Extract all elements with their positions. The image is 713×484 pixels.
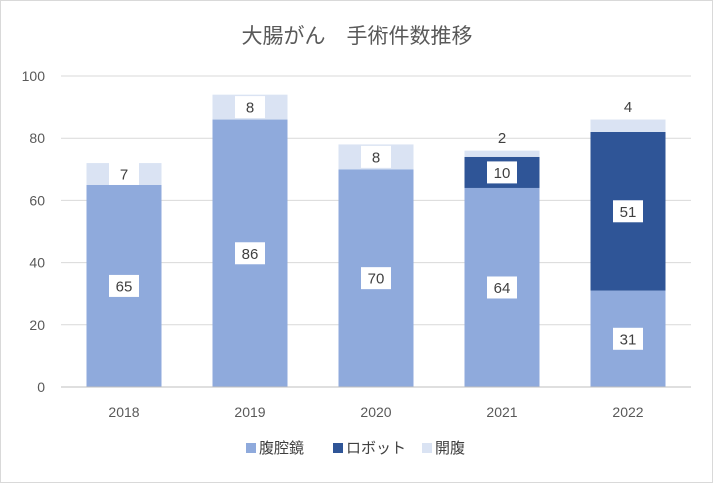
data-label: 7 bbox=[120, 166, 128, 183]
bar-2022-開腹 bbox=[590, 119, 666, 132]
data-label-box bbox=[235, 96, 265, 119]
y-axis: 0 20 40 60 80 100 bbox=[22, 68, 46, 395]
x-tick-label: 2020 bbox=[360, 404, 391, 420]
x-tick-label: 2021 bbox=[486, 404, 517, 420]
data-label: 8 bbox=[372, 149, 380, 166]
y-tick-label: 20 bbox=[29, 317, 45, 333]
data-label-box bbox=[361, 267, 391, 290]
data-labels: 65 7 86 8 70 8 64 10 2 31 51 4 bbox=[109, 96, 643, 350]
data-label-box bbox=[487, 161, 517, 184]
data-label-box bbox=[361, 145, 391, 168]
data-label: 2 bbox=[498, 130, 506, 147]
data-label: 8 bbox=[246, 100, 254, 117]
data-label-box bbox=[613, 200, 643, 223]
data-label: 31 bbox=[620, 331, 637, 348]
data-label: 10 bbox=[494, 165, 511, 182]
legend-swatch-腹腔鏡 bbox=[246, 443, 256, 453]
data-label: 65 bbox=[116, 278, 133, 295]
legend-swatch-開腹 bbox=[422, 443, 432, 453]
data-label-box bbox=[235, 242, 265, 265]
data-label: 64 bbox=[494, 280, 511, 297]
data-label: 86 bbox=[242, 246, 259, 263]
y-tick-label: 0 bbox=[37, 379, 45, 395]
data-label: 51 bbox=[620, 204, 637, 221]
data-label: 70 bbox=[368, 271, 385, 288]
y-tick-label: 100 bbox=[22, 68, 46, 84]
chart-title: 大腸がん 手術件数推移 bbox=[242, 24, 473, 48]
legend-swatch-ロボット bbox=[333, 443, 343, 453]
x-tick-label: 2022 bbox=[612, 404, 643, 420]
y-tick-label: 40 bbox=[29, 255, 45, 271]
legend-label: 開腹 bbox=[435, 439, 465, 457]
data-label-box bbox=[109, 274, 139, 297]
legend-label: ロボット bbox=[346, 439, 406, 457]
y-tick-label: 80 bbox=[29, 130, 45, 146]
data-label-box bbox=[613, 327, 643, 350]
legend: 腹腔鏡 ロボット 開腹 bbox=[246, 439, 465, 457]
data-label-box bbox=[109, 162, 139, 185]
bar-2021-開腹 bbox=[464, 150, 540, 157]
x-tick-label: 2019 bbox=[234, 404, 265, 420]
x-axis: 2018 2019 2020 2021 2022 bbox=[61, 386, 691, 420]
y-tick-label: 60 bbox=[29, 192, 45, 208]
x-tick-label: 2018 bbox=[108, 404, 139, 420]
data-label-box bbox=[487, 276, 517, 299]
data-label: 4 bbox=[624, 99, 632, 116]
legend-label: 腹腔鏡 bbox=[259, 439, 304, 457]
